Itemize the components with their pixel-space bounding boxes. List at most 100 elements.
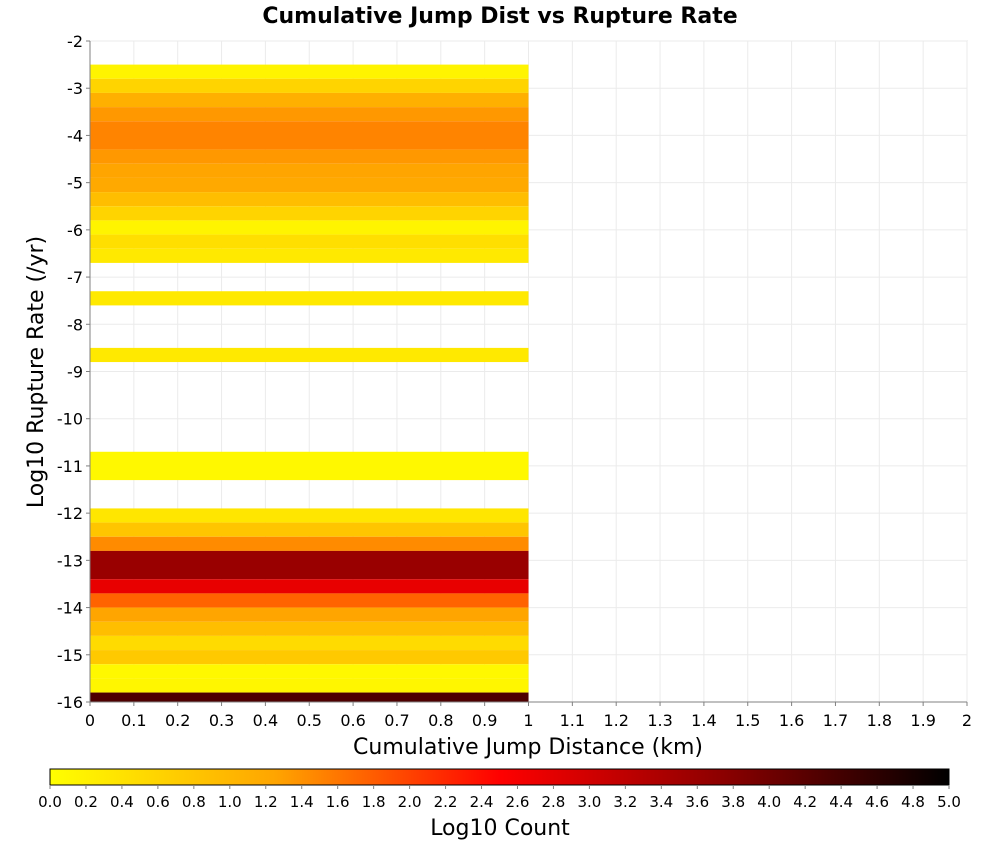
x-tick-label: 2 — [962, 711, 972, 730]
colorbar-tick-label: 3.4 — [649, 793, 673, 811]
x-tick-label: 1.4 — [691, 711, 716, 730]
y-tick-label: -16 — [57, 693, 83, 712]
heatmap-cell — [90, 177, 529, 193]
colorbar-tick-label: 2.6 — [506, 793, 530, 811]
x-tick-label: 0.8 — [428, 711, 453, 730]
heatmap-cell — [90, 536, 529, 551]
x-tick-label: 1.3 — [647, 711, 672, 730]
colorbar-tick-label: 1.0 — [218, 793, 242, 811]
x-tick-label: 0.6 — [340, 711, 365, 730]
heatmap-cell — [90, 664, 529, 679]
colorbar-ticks: 0.0 0.2 0.4 0.6 0.8 1.0 1.2 1.4 1.6 1.8 2.0 2.2 2.4 2… — [38, 785, 961, 811]
colorbar-tick-label: 5.0 — [937, 793, 961, 811]
x-axis-ticks: 0 0.1 0.2 0.3 0.4 0.5 0.6 0.7 0.8 0.9 1 1.1 1.2 1.3 1.… — [85, 702, 972, 730]
y-axis-label: Log10 Rupture Rate (/yr) — [24, 236, 49, 508]
y-tick-label: -3 — [67, 79, 83, 98]
x-tick-label: 1.5 — [735, 711, 760, 730]
x-tick-label: 0.1 — [121, 711, 146, 730]
heatmap-cell — [90, 192, 529, 207]
chart-title: Cumulative Jump Dist vs Rupture Rate — [262, 4, 737, 29]
x-tick-label: 0.7 — [384, 711, 409, 730]
heatmap-cell — [90, 522, 529, 537]
colorbar-tick-label: 3.0 — [577, 793, 601, 811]
colorbar-tick-label: 3.8 — [721, 793, 745, 811]
x-tick-label: 0.2 — [165, 711, 190, 730]
colorbar-tick-label: 0.8 — [182, 793, 206, 811]
y-tick-label: -9 — [67, 363, 83, 382]
x-tick-label: 1.1 — [560, 711, 585, 730]
x-tick-label: 1.6 — [779, 711, 804, 730]
y-axis-ticks: -2 -3 -4 -5 -6 -7 -8 -9 -10 -11 -12 -13 -14 -15 -16 — [57, 32, 90, 712]
heatmap-cell — [90, 550, 529, 580]
heatmap-cell — [90, 248, 529, 263]
y-tick-label: -13 — [57, 551, 83, 570]
heatmap-cell — [90, 621, 529, 636]
heatmap-cell — [90, 149, 529, 164]
y-tick-label: -15 — [57, 646, 83, 665]
heatmap-cell — [90, 508, 529, 523]
colorbar-tick-label: 0.6 — [146, 793, 170, 811]
heatmap-cell — [90, 607, 529, 622]
colorbar-tick-label: 1.2 — [254, 793, 278, 811]
colorbar-tick-label: 2.8 — [542, 793, 566, 811]
colorbar-tick-label: 3.6 — [685, 793, 709, 811]
heatmap-cell — [90, 579, 529, 594]
y-tick-label: -2 — [67, 32, 83, 51]
heatmap-cell — [90, 78, 529, 93]
y-tick-label: -10 — [57, 410, 83, 429]
x-tick-label: 1.8 — [867, 711, 892, 730]
x-tick-label: 0.4 — [253, 711, 278, 730]
heatmap-cell — [90, 121, 529, 150]
colorbar-tick-label: 4.6 — [865, 793, 889, 811]
colorbar — [49, 768, 950, 786]
heatmap-cell — [90, 206, 529, 221]
y-tick-label: -11 — [57, 457, 83, 476]
heatmap-cell — [90, 451, 529, 481]
colorbar-tick-label: 1.4 — [290, 793, 314, 811]
heatmap-cell — [90, 291, 529, 306]
y-tick-label: -14 — [57, 599, 83, 618]
colorbar-tick-label: 4.2 — [793, 793, 817, 811]
colorbar-tick-label: 0.2 — [74, 793, 98, 811]
heatmap-cell — [90, 234, 529, 249]
x-tick-label: 0 — [85, 711, 95, 730]
colorbar-tick-label: 3.2 — [613, 793, 637, 811]
x-tick-label: 0.3 — [209, 711, 234, 730]
x-tick-label: 1.2 — [603, 711, 628, 730]
heatmap-cell — [90, 593, 529, 608]
heatmap-cell — [90, 92, 529, 108]
y-tick-label: -12 — [57, 504, 83, 523]
heatmap-cell — [90, 163, 529, 178]
heatmap-cell — [90, 347, 529, 363]
colorbar-tick-label: 4.8 — [901, 793, 925, 811]
heatmap-cells — [90, 64, 529, 702]
y-tick-label: -7 — [67, 268, 83, 287]
x-tick-label: 0.5 — [297, 711, 322, 730]
colorbar-tick-label: 1.6 — [326, 793, 350, 811]
x-tick-label: 0.9 — [472, 711, 497, 730]
y-tick-label: -6 — [67, 221, 83, 240]
x-tick-label: 1.9 — [910, 711, 935, 730]
colorbar-tick-label: 0.4 — [110, 793, 134, 811]
y-tick-label: -8 — [67, 315, 83, 334]
colorbar-tick-label: 4.4 — [829, 793, 853, 811]
heatmap-cell — [90, 678, 529, 693]
y-tick-label: -5 — [67, 174, 83, 193]
colorbar-tick-label: 2.2 — [434, 793, 458, 811]
heatmap-cell — [90, 692, 529, 702]
x-tick-label: 1.7 — [823, 711, 848, 730]
x-axis-label: Cumulative Jump Distance (km) — [353, 735, 703, 760]
heatmap-cell — [90, 107, 529, 122]
colorbar-tick-label: 2.0 — [398, 793, 422, 811]
heatmap-cell — [90, 220, 529, 235]
colorbar-label: Log10 Count — [430, 816, 570, 841]
heatmap-cell — [90, 635, 529, 651]
heatmap-cell — [90, 650, 529, 665]
colorbar-tick-label: 4.0 — [757, 793, 781, 811]
colorbar-tick-label: 1.8 — [362, 793, 386, 811]
y-tick-label: -4 — [67, 126, 83, 145]
colorbar-tick-label: 0.0 — [38, 793, 62, 811]
colorbar-tick-label: 2.4 — [470, 793, 494, 811]
heatmap-cell — [90, 64, 529, 79]
